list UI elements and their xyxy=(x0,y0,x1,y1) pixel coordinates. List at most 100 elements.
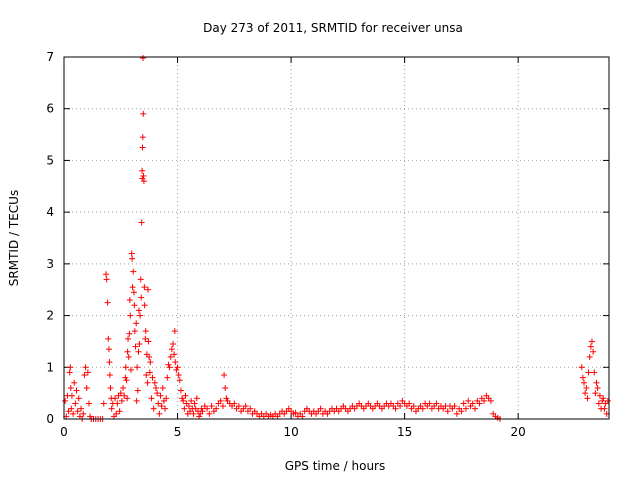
data-point xyxy=(171,351,178,358)
data-point xyxy=(163,395,170,402)
data-point xyxy=(585,369,592,376)
data-point xyxy=(62,397,69,404)
data-point xyxy=(105,346,112,353)
data-point xyxy=(130,268,137,275)
data-point xyxy=(125,335,132,342)
data-point xyxy=(87,413,94,420)
data-point xyxy=(191,400,198,407)
data-point xyxy=(162,405,169,412)
data-point xyxy=(152,384,159,391)
data-point xyxy=(196,413,203,420)
data-point xyxy=(453,410,460,417)
data-point xyxy=(103,271,110,278)
y-tick-label: 2 xyxy=(46,309,54,323)
data-point xyxy=(117,390,124,397)
data-point xyxy=(235,403,242,410)
data-point xyxy=(444,408,451,415)
data-point xyxy=(137,312,144,319)
data-point xyxy=(126,297,133,304)
data-point xyxy=(579,374,586,381)
data-point xyxy=(180,397,187,404)
x-axis-label: GPS time / hours xyxy=(285,459,386,473)
data-point xyxy=(578,364,585,371)
data-point xyxy=(84,369,91,376)
data-point xyxy=(242,403,249,410)
data-point xyxy=(133,320,140,327)
data-point xyxy=(128,250,135,257)
data-point xyxy=(223,395,230,402)
data-point xyxy=(199,408,206,415)
data-point xyxy=(122,364,129,371)
data-point xyxy=(208,403,215,410)
data-point xyxy=(113,410,120,417)
data-points xyxy=(62,55,611,422)
data-point xyxy=(231,400,238,407)
y-tick-label: 5 xyxy=(46,153,54,167)
data-point xyxy=(73,387,80,394)
grid-layer xyxy=(64,57,609,419)
data-point xyxy=(219,403,226,410)
data-point xyxy=(154,390,161,397)
y-tick-label: 6 xyxy=(46,102,54,116)
data-point xyxy=(138,294,145,301)
data-point xyxy=(138,219,145,226)
data-point xyxy=(206,410,213,417)
data-point xyxy=(198,405,205,412)
data-point xyxy=(127,366,134,373)
data-point xyxy=(104,299,111,306)
data-point xyxy=(462,405,469,412)
data-point xyxy=(124,395,131,402)
data-point xyxy=(173,366,180,373)
data-point xyxy=(67,364,74,371)
data-point xyxy=(177,387,184,394)
data-point xyxy=(581,379,588,386)
data-point xyxy=(213,405,220,412)
data-point xyxy=(166,364,173,371)
x-tick-label: 10 xyxy=(283,425,298,439)
data-point xyxy=(120,384,127,391)
data-point xyxy=(601,405,608,412)
data-point xyxy=(108,405,115,412)
data-point xyxy=(181,405,188,412)
x-tick-label: 0 xyxy=(60,425,68,439)
data-point xyxy=(121,392,128,399)
data-point xyxy=(68,392,75,399)
data-point xyxy=(465,397,472,404)
data-point xyxy=(165,361,172,368)
data-point xyxy=(604,397,611,404)
data-point xyxy=(594,384,601,391)
data-point xyxy=(147,359,154,366)
data-point xyxy=(126,330,133,337)
data-point xyxy=(600,395,607,402)
data-point xyxy=(68,405,75,412)
data-point xyxy=(146,353,153,360)
data-point xyxy=(125,353,132,360)
data-point xyxy=(155,400,162,407)
data-point xyxy=(222,384,229,391)
data-point xyxy=(72,400,79,407)
data-point xyxy=(221,372,228,379)
data-point xyxy=(164,374,171,381)
data-point xyxy=(460,400,467,407)
data-point xyxy=(74,408,81,415)
data-point xyxy=(107,384,114,391)
data-point xyxy=(81,372,88,379)
data-point xyxy=(146,369,153,376)
x-tick-label: 15 xyxy=(397,425,412,439)
data-point xyxy=(133,397,140,404)
data-point xyxy=(139,134,146,141)
data-point xyxy=(487,397,494,404)
data-point xyxy=(174,364,181,371)
y-axis-label: SRMTID / TECUs xyxy=(7,190,21,286)
data-point xyxy=(299,413,306,420)
data-point xyxy=(139,167,146,174)
data-point xyxy=(78,405,85,412)
tick-layer: 0 5 10 15 20 0 1 2 3 4 5 6 7 xyxy=(46,50,609,439)
data-point xyxy=(171,328,178,335)
x-tick-label: 20 xyxy=(511,425,526,439)
data-point xyxy=(476,400,483,407)
data-point xyxy=(317,405,324,412)
data-point xyxy=(175,372,182,379)
data-point xyxy=(141,284,148,291)
